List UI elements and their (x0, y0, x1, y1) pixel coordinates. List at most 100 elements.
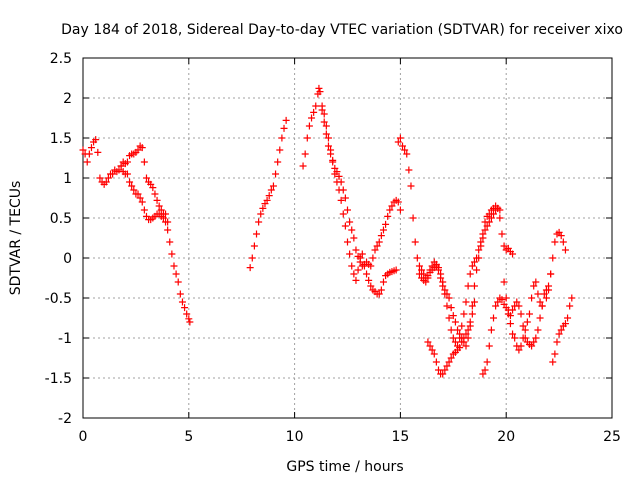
data-point (458, 338, 466, 346)
y-tick-label: -1 (58, 331, 72, 347)
series-4 (299, 84, 404, 270)
data-point (379, 226, 387, 234)
data-point (399, 142, 407, 150)
data-point (532, 334, 540, 342)
data-point (315, 84, 323, 92)
grid-lines (83, 58, 612, 418)
data-point (464, 282, 472, 290)
data-point (172, 270, 180, 278)
data-point (278, 134, 286, 142)
data-point (557, 326, 565, 334)
data-point (320, 118, 328, 126)
x-tick-label: 20 (497, 429, 515, 445)
data-point (183, 310, 191, 318)
data-point (443, 290, 451, 298)
data-point (553, 338, 561, 346)
data-point (375, 290, 383, 298)
data-point (96, 174, 104, 182)
data-point (263, 196, 271, 204)
data-point (354, 266, 362, 274)
data-point (312, 102, 320, 110)
data-point (481, 366, 489, 374)
data-point (87, 144, 95, 152)
data-point (418, 266, 426, 274)
data-point (454, 326, 462, 334)
data-point (168, 250, 176, 258)
data-point (432, 358, 440, 366)
data-point (549, 358, 557, 366)
data-point (466, 318, 474, 326)
data-point (502, 294, 510, 302)
data-point (341, 194, 349, 202)
data-point (324, 142, 332, 150)
x-tick-label: 0 (79, 429, 88, 445)
data-point (437, 274, 445, 282)
data-point (490, 314, 498, 322)
data-point (151, 190, 159, 198)
series-1 (79, 136, 194, 326)
data-point (396, 134, 404, 142)
data-point (475, 246, 483, 254)
data-series (79, 84, 576, 378)
data-point (92, 136, 100, 144)
data-point (352, 276, 360, 284)
x-tick-label: 25 (603, 429, 621, 445)
y-tick-label: 2 (63, 91, 72, 107)
data-point (430, 350, 438, 358)
data-point (496, 206, 504, 214)
data-point (331, 170, 339, 178)
data-point (561, 246, 569, 254)
data-point (269, 182, 277, 190)
data-point (356, 254, 364, 262)
data-point (451, 338, 459, 346)
y-axis-label: SDTVAR / TECUs (8, 181, 24, 296)
data-point (483, 358, 491, 366)
data-point (498, 296, 506, 304)
data-point (445, 314, 453, 322)
data-point (407, 182, 415, 190)
data-point (255, 218, 263, 226)
data-point (466, 270, 474, 278)
data-point (329, 158, 337, 166)
data-point (272, 170, 280, 178)
data-point (490, 210, 498, 218)
y-tick-label: -0.5 (45, 291, 72, 307)
data-point (460, 334, 468, 342)
data-point (487, 326, 495, 334)
data-point (371, 246, 379, 254)
data-point (555, 330, 563, 338)
data-point (303, 134, 311, 142)
data-point (375, 238, 383, 246)
data-point (445, 358, 453, 366)
x-tick-label: 5 (184, 429, 193, 445)
data-point (496, 214, 504, 222)
data-point (479, 370, 487, 378)
data-point (441, 366, 449, 374)
data-point (327, 146, 335, 154)
data-point (494, 298, 502, 306)
x-axis-tick-labels: 0 5 10 15 20 25 (79, 429, 621, 445)
data-point (551, 238, 559, 246)
data-point (324, 134, 332, 142)
series-5 (318, 102, 400, 298)
x-tick-label: 15 (391, 429, 409, 445)
data-point (104, 174, 112, 182)
data-point (405, 166, 413, 174)
data-point (451, 318, 459, 326)
data-point (443, 302, 451, 310)
data-point (468, 262, 476, 270)
data-point (456, 330, 464, 338)
data-point (515, 346, 523, 354)
data-point (134, 190, 142, 198)
data-point (447, 326, 455, 334)
data-point (509, 250, 517, 258)
data-point (470, 282, 478, 290)
data-point (415, 262, 423, 270)
data-point (536, 314, 544, 322)
data-point (157, 206, 165, 214)
data-point (394, 138, 402, 146)
data-point (485, 342, 493, 350)
data-point (346, 250, 354, 258)
data-point (388, 202, 396, 210)
data-point (551, 350, 559, 358)
